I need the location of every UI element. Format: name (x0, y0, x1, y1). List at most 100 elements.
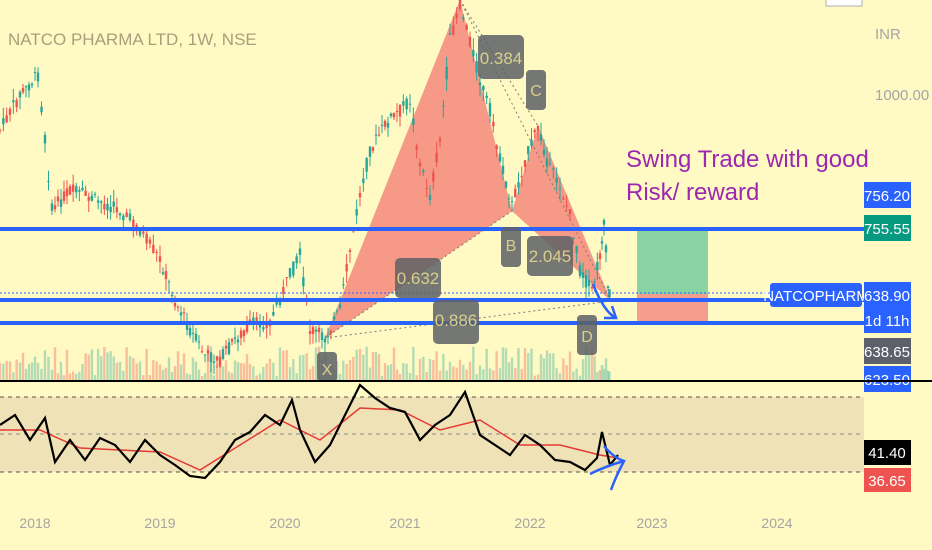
candle-body (329, 330, 333, 334)
volume-bar (148, 375, 152, 380)
candle-body (212, 361, 216, 363)
volume-bar (43, 350, 47, 380)
candle-body (575, 246, 578, 254)
candle-body (182, 312, 186, 314)
price-label: 638.65 (864, 338, 911, 364)
volume-bar (374, 351, 378, 380)
volume-bar (517, 347, 520, 380)
candle-body (558, 188, 562, 190)
volume-bar (348, 360, 352, 380)
volume-bar (115, 362, 119, 380)
x-tick-label: 2020 (269, 515, 300, 531)
volume-bar (203, 373, 207, 380)
volume-bar (285, 349, 288, 380)
annotation-line-2: Risk/ reward (626, 179, 759, 206)
candle-body (320, 332, 324, 341)
volume-bar (565, 365, 568, 380)
candle-body (317, 327, 321, 333)
candle-body (380, 124, 384, 126)
candle-body (462, 17, 465, 20)
volume-bar (18, 362, 22, 380)
candle-body (75, 186, 78, 193)
pane-control-button[interactable] (825, 0, 863, 7)
volume-bar (71, 371, 75, 380)
volume-bar (587, 353, 591, 380)
volume-bar (75, 374, 78, 380)
volume-bar (581, 359, 585, 380)
candle-body (498, 153, 502, 162)
volume-bar (164, 367, 168, 380)
rsi-line (0, 383, 619, 480)
candle-body (278, 300, 282, 306)
candle-body (527, 146, 530, 155)
candle-body (197, 341, 201, 343)
rsi-value-label: 41.40 (864, 440, 911, 465)
volume-bar (230, 372, 234, 380)
svg-text:755.55: 755.55 (864, 221, 910, 238)
volume-bars (0, 346, 611, 380)
volume-bar (445, 370, 448, 380)
volume-bar (233, 360, 237, 380)
candle-body (520, 176, 523, 178)
volume-bar (536, 374, 540, 380)
volume-bar (432, 359, 435, 380)
candle-body (412, 118, 415, 125)
volume-bar (365, 346, 368, 380)
volume-bar (15, 359, 18, 380)
candle-body (200, 351, 204, 353)
volume-bar (358, 348, 362, 380)
candle-body (358, 192, 362, 198)
candle-body (452, 25, 455, 35)
candle-body (362, 178, 365, 184)
volume-bar (425, 371, 428, 380)
x-tick-label: 2019 (144, 515, 175, 531)
svg-text:1d 11h: 1d 11h (865, 313, 910, 330)
candle-body (209, 352, 213, 363)
volume-bar (152, 359, 155, 380)
volume-bar (428, 359, 432, 380)
candle-body (47, 180, 50, 182)
candle-body (118, 213, 122, 216)
volume-bar (352, 356, 355, 380)
volume-bar (93, 375, 97, 380)
volume-bar (606, 370, 610, 380)
volume-bar (504, 348, 508, 380)
candle-body (468, 36, 472, 47)
symbol-label: NATCOPHARM (763, 283, 869, 307)
candle-body (475, 61, 478, 73)
candle-body (545, 158, 549, 167)
volume-bar (368, 367, 372, 380)
candle-body (103, 203, 106, 210)
volume-bar (527, 352, 530, 380)
candle-body (422, 170, 425, 173)
candle-body (472, 50, 475, 57)
candle-body (578, 265, 582, 277)
candle-body (596, 261, 599, 271)
candle-body (602, 220, 606, 225)
candle-body (478, 82, 482, 86)
candle-body (5, 115, 8, 123)
volume-bar (65, 349, 69, 380)
volume-bar (495, 351, 498, 380)
candle-body (2, 118, 5, 125)
volume-bar (383, 363, 387, 380)
candle-body (377, 134, 381, 136)
point-label-c: C (526, 70, 546, 110)
chart-title: NATCO PHARMA LTD, 1W, NSE (8, 30, 257, 49)
candle-body (335, 310, 339, 312)
point-label-d: D (577, 315, 597, 355)
volume-bar (176, 351, 180, 380)
volume-bar (200, 375, 204, 380)
volume-bar (87, 354, 90, 380)
volume-bar (278, 347, 282, 380)
candle-body (542, 149, 546, 155)
candle-body (59, 199, 63, 207)
volume-bar (380, 375, 384, 380)
ratio-label-3: 0.886 (433, 300, 479, 344)
volume-bar (482, 369, 485, 380)
volume-bar (125, 347, 128, 380)
volume-bar (197, 369, 201, 380)
rsi-moving-average (0, 407, 619, 471)
volume-bar (530, 348, 533, 380)
candle-body (428, 195, 432, 200)
